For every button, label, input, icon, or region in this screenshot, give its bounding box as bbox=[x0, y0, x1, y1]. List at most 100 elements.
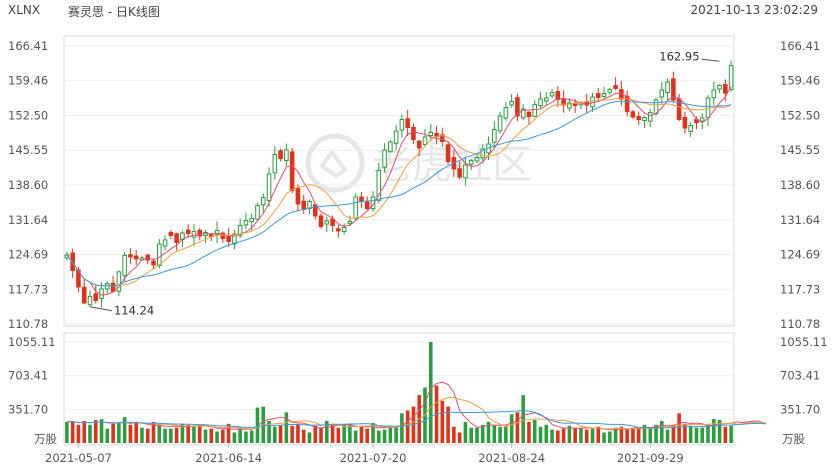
volume-bar bbox=[532, 420, 537, 443]
candle-body bbox=[492, 129, 497, 143]
candle-body bbox=[289, 151, 295, 191]
volume-bar bbox=[134, 422, 138, 443]
candle-body bbox=[388, 141, 393, 153]
candle-body bbox=[665, 81, 670, 93]
volume-bar bbox=[325, 420, 329, 443]
volume-bar bbox=[296, 423, 300, 443]
volume-frame bbox=[63, 332, 735, 446]
annotations: 162.95 114.24 bbox=[89, 49, 720, 318]
candle-body bbox=[630, 111, 636, 118]
candle-body bbox=[445, 144, 451, 162]
y-tick-label-right: 145.55 bbox=[780, 143, 820, 157]
volume-bar bbox=[244, 431, 248, 443]
candle-body bbox=[699, 117, 705, 122]
volume-bar bbox=[567, 425, 572, 443]
volume-bar bbox=[249, 430, 254, 443]
candle-body bbox=[457, 168, 462, 178]
y-tick-label-left: 159.46 bbox=[8, 74, 48, 88]
candle-body bbox=[336, 228, 341, 232]
candle-body bbox=[526, 111, 532, 118]
candle-body bbox=[723, 84, 728, 94]
y-tick-label-left: 131.64 bbox=[8, 213, 48, 227]
volume-bar bbox=[579, 427, 583, 443]
volume-unit-label-left: 万股 bbox=[34, 432, 57, 446]
volume-bar bbox=[469, 427, 473, 443]
volume-bar bbox=[504, 426, 508, 443]
candle-body bbox=[671, 78, 676, 101]
volume-bar bbox=[88, 424, 92, 443]
volume-bar bbox=[642, 424, 647, 443]
candle-body bbox=[382, 149, 387, 168]
candle-body bbox=[185, 229, 191, 234]
volume-tick-label-left: 351.70 bbox=[8, 402, 48, 416]
volume-bars bbox=[65, 342, 733, 443]
candle-body bbox=[110, 282, 116, 292]
volume-bar bbox=[602, 432, 606, 443]
volume-bar bbox=[307, 432, 312, 443]
candle-body bbox=[128, 254, 133, 258]
candle-body bbox=[567, 102, 572, 109]
volume-bar bbox=[706, 424, 710, 443]
candle-body bbox=[220, 232, 226, 239]
candle-body bbox=[197, 229, 203, 237]
volume-bar bbox=[145, 428, 150, 443]
volume-bar bbox=[330, 423, 335, 443]
volume-bar bbox=[446, 406, 450, 443]
volume-bar bbox=[625, 428, 629, 443]
volume-bar bbox=[538, 426, 543, 443]
volume-bar bbox=[556, 430, 560, 443]
candle-body bbox=[359, 196, 364, 202]
volume-bar bbox=[174, 427, 179, 443]
candle-body bbox=[249, 217, 255, 223]
volume-bar bbox=[169, 428, 173, 443]
y-tick-label-right: 152.50 bbox=[780, 109, 820, 123]
y-tick-label-left: 117.73 bbox=[8, 282, 48, 296]
volume-bar bbox=[648, 428, 653, 443]
high-price-label: 162.95 bbox=[659, 49, 699, 63]
volume-bar bbox=[140, 427, 144, 443]
volume-bar bbox=[688, 425, 693, 443]
candle-body bbox=[422, 136, 428, 145]
volume-bar bbox=[486, 421, 491, 443]
ma10-line bbox=[66, 97, 732, 287]
volume-bar bbox=[117, 422, 121, 443]
volume-bar bbox=[203, 429, 208, 443]
volume-bar bbox=[394, 426, 398, 443]
volume-bar bbox=[463, 421, 468, 443]
volume-bar bbox=[405, 410, 410, 443]
candle-body bbox=[168, 231, 174, 236]
candle-body bbox=[515, 97, 520, 117]
volume-tick-label-left: 1055.11 bbox=[8, 335, 56, 349]
volume-bar bbox=[440, 400, 445, 443]
candle-body bbox=[151, 260, 156, 266]
volume-bar bbox=[226, 423, 231, 443]
volume-bar bbox=[596, 426, 601, 443]
candle-body bbox=[301, 200, 306, 210]
volume-bar bbox=[671, 424, 676, 443]
candle-body bbox=[353, 196, 358, 219]
volume-bar bbox=[215, 431, 219, 443]
candle-body bbox=[497, 115, 503, 132]
volume-bar bbox=[509, 414, 514, 443]
chart-title: 赛灵思 - 日K线图 bbox=[68, 5, 160, 19]
stock-symbol: XLNX bbox=[8, 3, 41, 17]
candle-body bbox=[509, 101, 514, 106]
x-tick-label: 2021-08-24 bbox=[478, 451, 545, 465]
candle-body bbox=[468, 159, 474, 165]
volume-bar bbox=[631, 427, 635, 443]
candle-body bbox=[99, 288, 104, 299]
volume-bar bbox=[619, 426, 624, 443]
candle-body bbox=[416, 140, 422, 149]
volume-bar bbox=[636, 427, 641, 443]
x-axis-labels: 2021-05-07 2021-06-14 2021-07-20 2021-08-24… bbox=[45, 451, 684, 465]
volume-bar bbox=[400, 413, 404, 443]
volume-bar bbox=[515, 412, 520, 443]
volume-bar bbox=[180, 423, 185, 443]
x-tick-label: 2021-09-29 bbox=[617, 451, 684, 465]
candle-body bbox=[405, 118, 410, 129]
candle-body bbox=[393, 130, 399, 144]
high-leader-line bbox=[701, 58, 720, 62]
volume-bar bbox=[128, 424, 133, 443]
volume-unit-label-right: 万股 bbox=[782, 432, 805, 446]
volume-bar bbox=[521, 395, 525, 443]
